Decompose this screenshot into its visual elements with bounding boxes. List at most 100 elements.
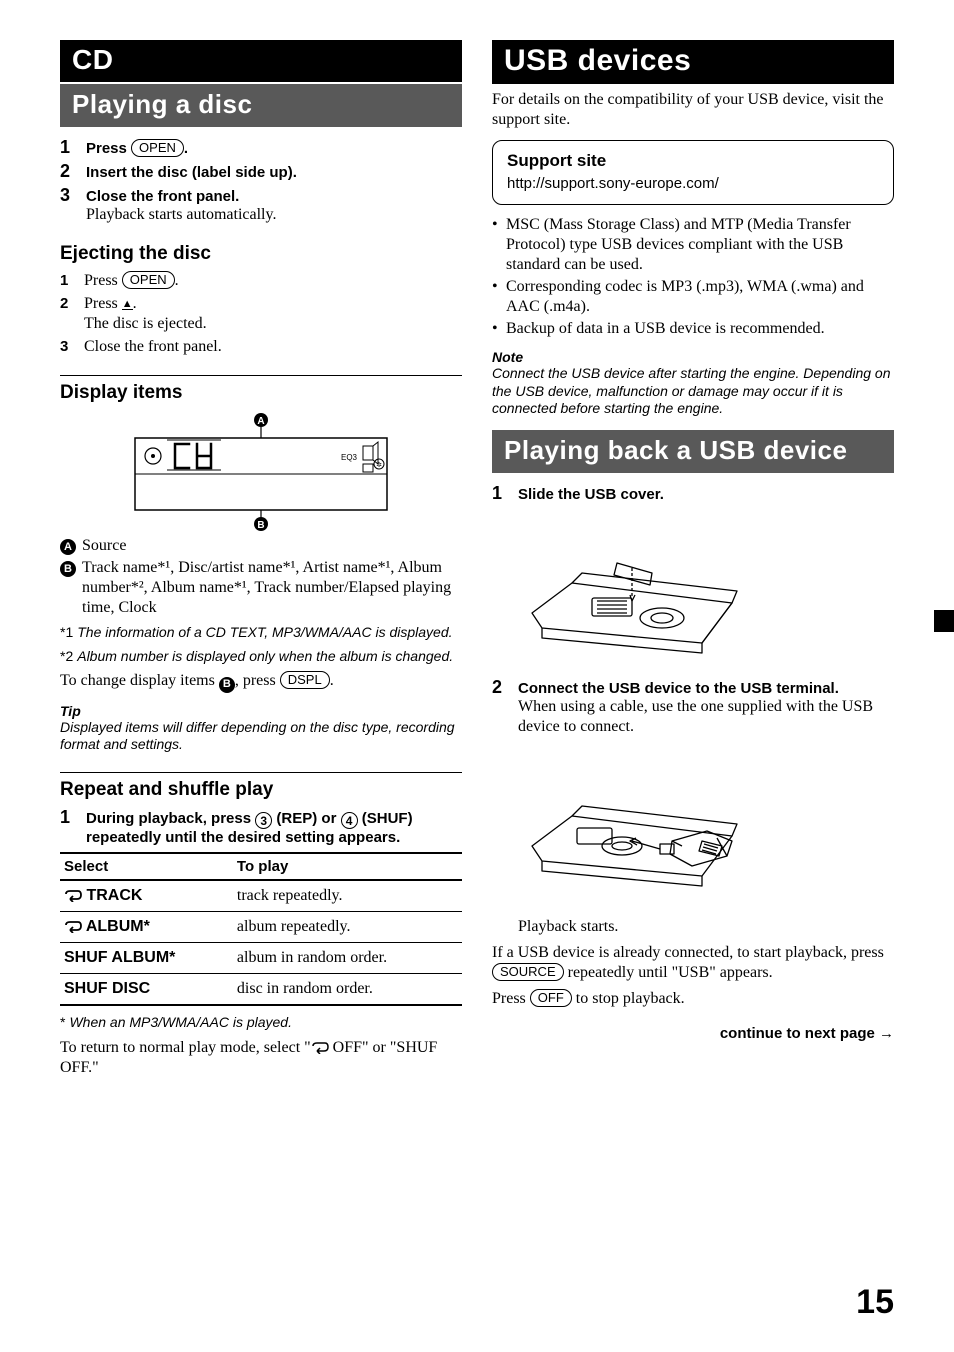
header-playback-usb: Playing back a USB device [492, 430, 894, 473]
def-b: B Track name*¹, Disc/artist name*¹, Arti… [60, 558, 462, 618]
svg-text:B: B [257, 520, 264, 531]
usb-intro: For details on the compatibility of your… [492, 90, 894, 130]
text: repeatedly until "USB" appears. [564, 964, 773, 981]
usb-step-1: 1 Slide the USB cover. [492, 483, 894, 504]
circled-3: 3 [255, 812, 272, 829]
circled-b: B [60, 561, 76, 577]
select-cell: SHUF DISC [60, 974, 233, 1006]
step-num: 1 [60, 137, 76, 158]
display-items-title: Display items [60, 375, 462, 404]
step-3: 3 Close the front panel. Playback starts… [60, 185, 462, 225]
already-connected-text: If a USB device is already connected, to… [492, 943, 894, 983]
dspl-button-label: DSPL [280, 671, 330, 689]
stop-playback-text: Press OFF to stop playback. [492, 989, 894, 1009]
step-text: Insert the disc (label side up). [86, 164, 462, 181]
text: (REP) or [272, 810, 340, 827]
circled-a: A [60, 539, 76, 555]
off-button-label: OFF [530, 989, 572, 1007]
text: Press [492, 990, 530, 1007]
step-text: During playback, press 3 (REP) or 4 (SHU… [86, 810, 462, 847]
step-text: Close the front panel. [86, 188, 462, 205]
step-num: 1 [492, 483, 508, 504]
def-text: Source [82, 536, 126, 556]
usb-step-2: 2 Connect the USB device to the USB term… [492, 677, 894, 737]
change-display-text: To change display items B, press DSPL. [60, 671, 462, 693]
eject-icon [122, 295, 133, 312]
repeat-step-1: 1 During playback, press 3 (REP) or 4 (S… [60, 807, 462, 847]
table-row: SHUF ALBUM*album in random order. [60, 943, 462, 974]
support-title: Support site [507, 151, 879, 171]
step-num: 3 [60, 185, 76, 206]
text: . [330, 672, 334, 689]
step-sub: The disc is ejected. [84, 314, 462, 334]
toplay-cell: disc in random order. [233, 974, 462, 1006]
toplay-cell: track repeatedly. [233, 880, 462, 912]
step-text: . [184, 140, 188, 157]
circled-b-inline: B [219, 677, 235, 693]
support-url: http://support.sony-europe.com/ [507, 175, 879, 192]
text: . [175, 272, 179, 289]
step-sub: Playback starts automatically. [86, 205, 462, 225]
step-1: 1 Press OPEN. [60, 137, 462, 158]
bullet: Corresponding codec is MP3 (.mp3), WMA (… [492, 277, 894, 317]
text: to stop playback. [572, 990, 685, 1007]
play-mode-table: Select To play TRACKtrack repeatedly. AL… [60, 852, 462, 1006]
footnote-text: When an MP3/WMA/AAC is played. [69, 1014, 292, 1032]
support-box: Support site http://support.sony-europe.… [492, 140, 894, 205]
eject-step-1: 1 Press OPEN. [60, 271, 462, 291]
footnote-text: The information of a CD TEXT, MP3/WMA/AA… [77, 624, 452, 642]
svg-text:A: A [257, 416, 264, 427]
eject-step-2: 2 Press . The disc is ejected. [60, 294, 462, 334]
footnote-num: *1 [60, 624, 73, 642]
step-sub: When using a cable, use the one supplied… [518, 697, 894, 737]
table-row: ALBUM*album repeatedly. [60, 912, 462, 943]
continue-link: continue to next page → [492, 1025, 894, 1042]
text: . [133, 295, 137, 312]
step-num: 2 [60, 295, 74, 312]
footnote-2: *2 Album number is displayed only when t… [60, 648, 462, 666]
usb-cover-illustration [522, 513, 762, 663]
footnote-1: *1 The information of a CD TEXT, MP3/WMA… [60, 624, 462, 642]
col-select: Select [60, 853, 233, 880]
open-button-label: OPEN [122, 271, 175, 289]
toplay-cell: album in random order. [233, 943, 462, 974]
text: Press [84, 295, 122, 312]
svg-text:EQ3: EQ3 [341, 453, 358, 462]
select-cell: SHUF ALBUM* [60, 943, 233, 974]
step-num: 1 [60, 272, 74, 289]
repeat-icon [311, 1042, 329, 1054]
circled-4: 4 [341, 812, 358, 829]
text: Close the front panel. [84, 337, 462, 357]
right-column: USB devices For details on the compatibi… [492, 40, 894, 1084]
select-cell: ALBUM* [60, 912, 233, 943]
note-body: Connect the USB device after starting th… [492, 365, 894, 418]
footnote-mark: * [60, 1014, 65, 1032]
text: During playback, press [86, 810, 255, 827]
header-usb-devices: USB devices [492, 40, 894, 84]
footnote-text: Album number is displayed only when the … [77, 648, 453, 666]
table-row: SHUF DISCdisc in random order. [60, 974, 462, 1006]
step-2: 2 Insert the disc (label side up). [60, 161, 462, 182]
col-toplay: To play [233, 853, 462, 880]
text: To change display items [60, 672, 219, 689]
table-footnote: * When an MP3/WMA/AAC is played. [60, 1014, 462, 1032]
step-num: 3 [60, 338, 74, 355]
side-tab [934, 610, 954, 632]
eject-step-3: 3 Close the front panel. [60, 337, 462, 357]
page-number: 15 [856, 1283, 894, 1322]
usb-connect-illustration [522, 746, 762, 906]
display-diagram: A EQ3 ✲ [131, 412, 391, 532]
select-cell: TRACK [60, 880, 233, 912]
def-a: A Source [60, 536, 462, 556]
bullet: MSC (Mass Storage Class) and MTP (Media … [492, 215, 894, 275]
bullet: Backup of data in a USB device is recomm… [492, 319, 894, 339]
svg-text:✲: ✲ [376, 461, 382, 469]
header-cd: CD [60, 40, 462, 82]
header-playing-disc: Playing a disc [60, 84, 462, 127]
table-row: TRACKtrack repeatedly. [60, 880, 462, 912]
return-text: To return to normal play mode, select " … [60, 1038, 462, 1078]
usb-bullets: MSC (Mass Storage Class) and MTP (Media … [492, 215, 894, 339]
step-text: Press [86, 140, 131, 157]
tip-header: Tip [60, 703, 462, 719]
def-text: Track name*¹, Disc/artist name*¹, Artist… [82, 558, 462, 618]
